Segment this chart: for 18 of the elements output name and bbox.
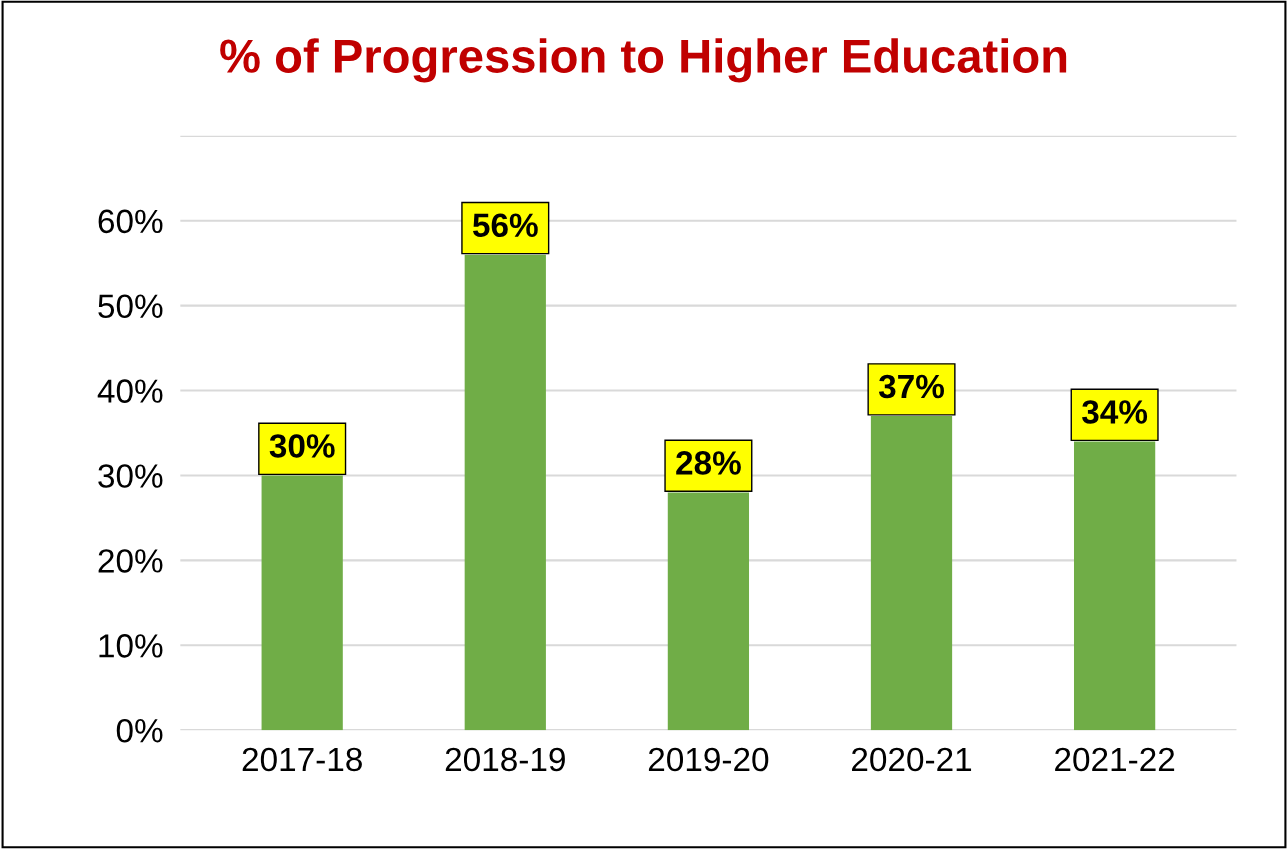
x-tick-label: 2017-18 xyxy=(242,747,362,772)
data-label: 34% xyxy=(1082,400,1148,424)
data-label: 56% xyxy=(472,213,538,237)
x-tick-label: 2021-22 xyxy=(1055,747,1175,772)
y-tick-label: 40% xyxy=(97,379,163,403)
x-tick-label: 2020-21 xyxy=(852,747,972,772)
y-tick-label: 10% xyxy=(99,634,163,658)
x-tick-label: 2019-20 xyxy=(648,747,769,772)
y-tick-label: 20% xyxy=(98,549,163,573)
y-tick-label: 50% xyxy=(98,294,163,319)
chart-title: % of Progression to Higher Education xyxy=(220,38,1067,83)
y-tick-label: 60% xyxy=(98,209,163,234)
y-tick-label: 30% xyxy=(98,464,163,488)
x-tick-label: 2018-19 xyxy=(445,747,565,772)
data-label: 37% xyxy=(878,374,944,399)
y-tick-label: 0% xyxy=(116,718,163,743)
data-label: 28% xyxy=(676,451,741,475)
data-label: 30% xyxy=(269,434,335,458)
